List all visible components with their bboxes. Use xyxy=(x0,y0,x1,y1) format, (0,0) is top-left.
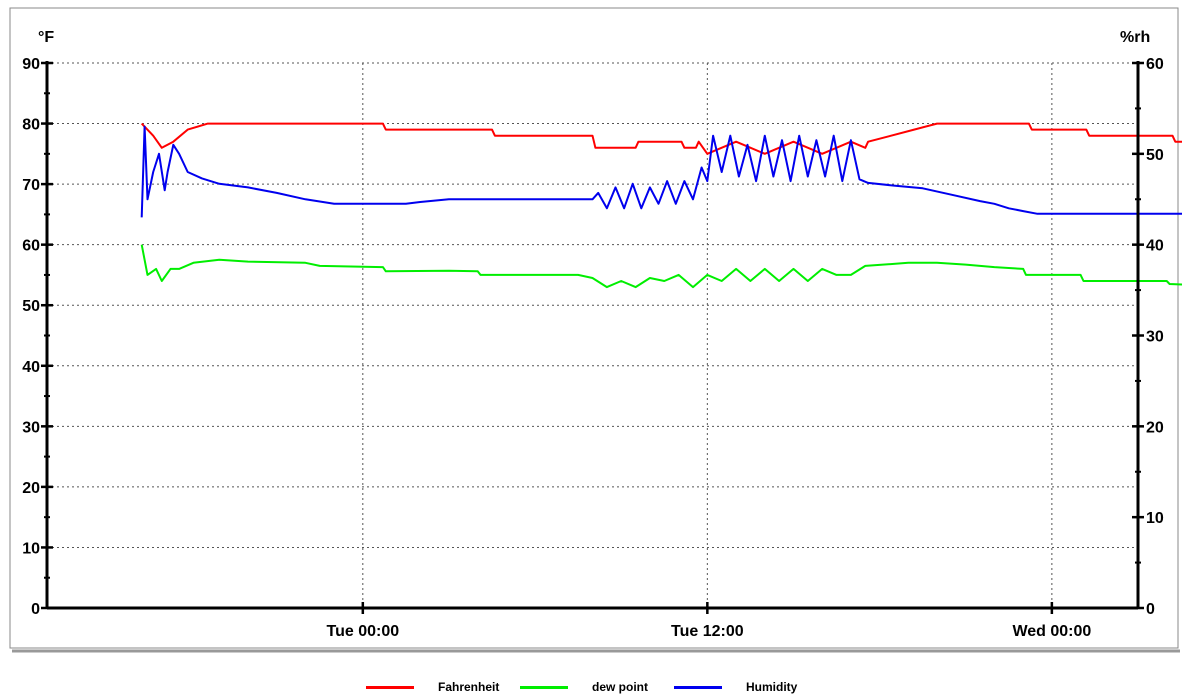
right-axis-unit: %rh xyxy=(1120,29,1150,46)
right-tick-label: 0 xyxy=(1146,601,1155,618)
left-tick-label: 90 xyxy=(22,56,40,73)
series-line-dew-point xyxy=(140,244,1182,289)
left-tick-label: 0 xyxy=(31,601,40,618)
legend-swatch xyxy=(674,685,722,689)
legend-item-humidity: Humidity xyxy=(674,680,816,694)
legend-swatch xyxy=(520,685,568,689)
chart: °F %rh 0 10 20 30 40 50 60 70 80 90 0 10 20 30 40 50 60 T… xyxy=(9,7,1182,653)
tick-labels: 0 10 20 30 40 50 60 70 80 90 0 10 20 30 40 50 60 Tue 00:0… xyxy=(22,56,1164,640)
legend-label: Fahrenheit xyxy=(438,680,500,694)
right-tick-label: 60 xyxy=(1146,56,1164,73)
legend: Fahrenheit dew point Humidity xyxy=(0,676,1182,698)
left-tick-label: 80 xyxy=(22,117,40,134)
right-tick-label: 50 xyxy=(1146,147,1164,164)
right-tick-label: 40 xyxy=(1146,238,1164,255)
x-tick-label: Wed 00:00 xyxy=(1012,623,1091,640)
legend-label: dew point xyxy=(592,680,648,694)
x-tick-label: Tue 00:00 xyxy=(327,623,400,640)
left-axis-unit: °F xyxy=(38,29,54,46)
x-tick-label: Tue 12:00 xyxy=(671,623,744,640)
series-line-humidity xyxy=(140,125,1182,218)
left-tick-label: 30 xyxy=(22,419,40,436)
axes xyxy=(41,61,1144,614)
left-tick-label: 50 xyxy=(22,298,40,315)
series-lines xyxy=(140,122,1182,289)
legend-item-dew-point: dew point xyxy=(520,680,662,694)
chart-frame: °F %rh 0 10 20 30 40 50 60 70 80 90 0 10 20 30 40 50 60 T… xyxy=(9,7,1182,653)
legend-swatch xyxy=(366,685,414,689)
right-tick-label: 20 xyxy=(1146,419,1164,436)
right-tick-label: 30 xyxy=(1146,329,1164,346)
legend-label: Humidity xyxy=(746,680,798,694)
left-tick-label: 70 xyxy=(22,177,40,194)
left-tick-label: 60 xyxy=(22,238,40,255)
left-tick-label: 10 xyxy=(22,540,40,557)
legend-item-fahrenheit: Fahrenheit xyxy=(366,680,508,694)
left-tick-label: 40 xyxy=(22,359,40,376)
left-tick-label: 20 xyxy=(22,480,40,497)
right-tick-label: 10 xyxy=(1146,510,1164,527)
